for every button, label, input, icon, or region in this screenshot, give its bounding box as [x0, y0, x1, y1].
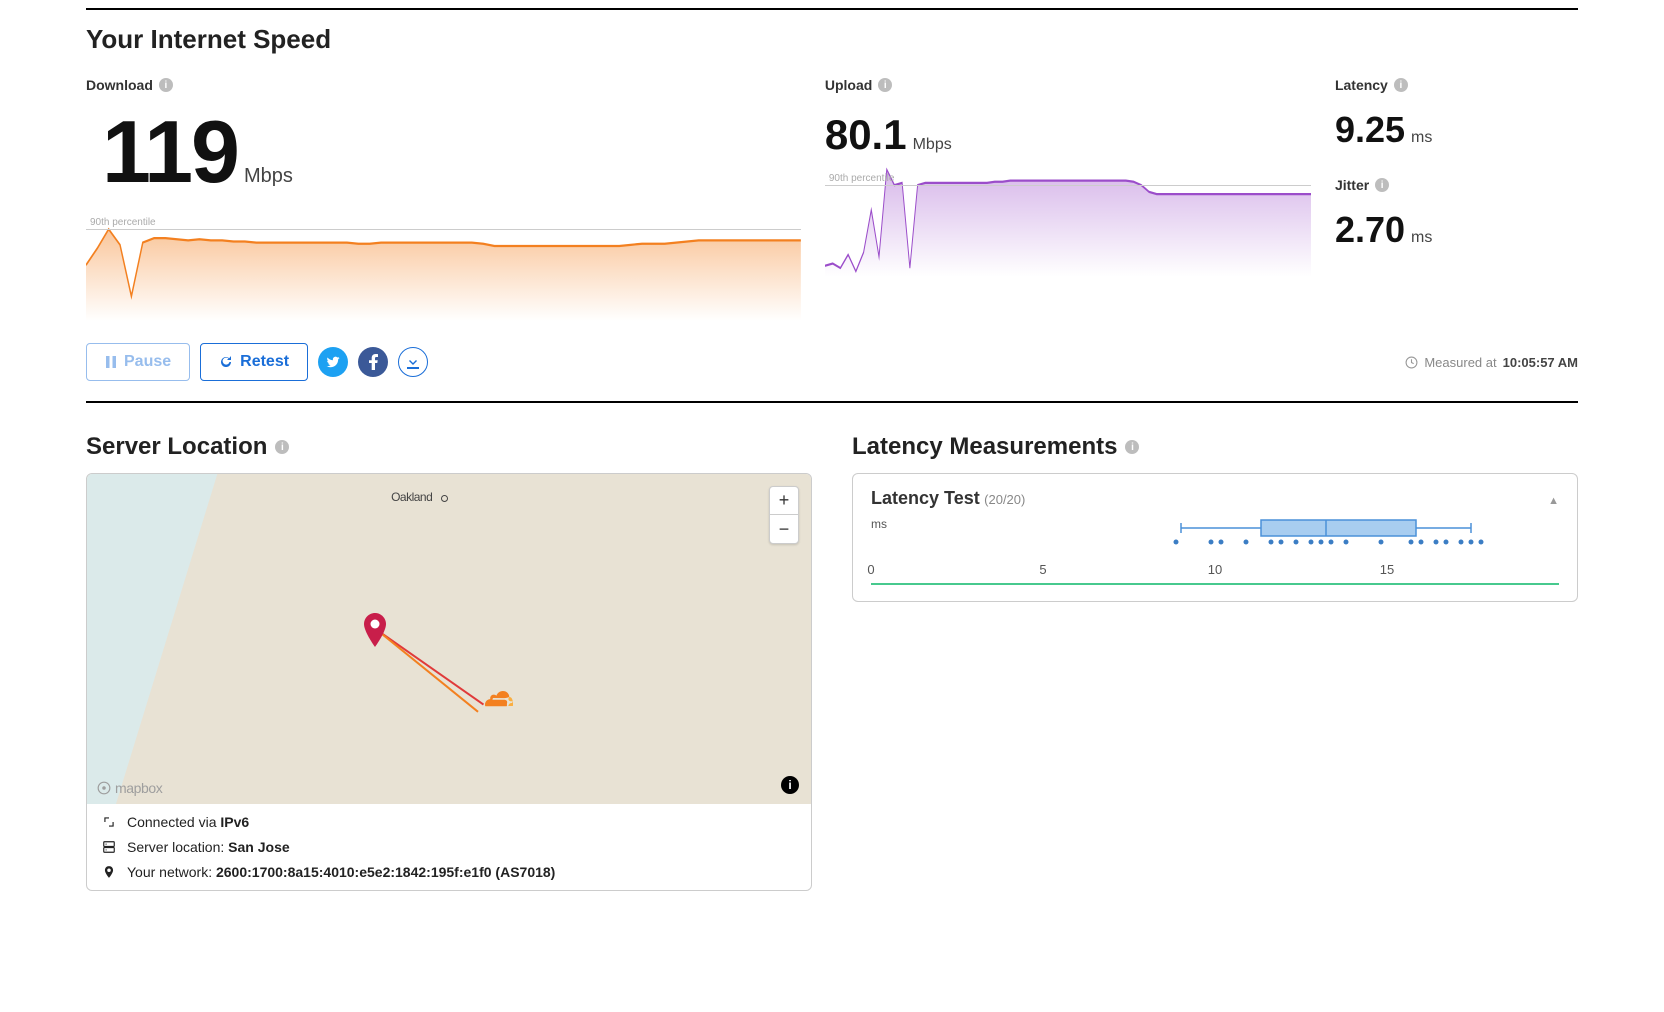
download-icon	[406, 355, 420, 369]
twitter-icon	[326, 355, 340, 369]
download-results-button[interactable]	[398, 347, 428, 377]
server-location-title: Server Location	[86, 433, 267, 461]
latency-unit: ms	[1411, 129, 1432, 147]
speed-section-title: Your Internet Speed	[86, 24, 1578, 55]
network-icon	[101, 865, 117, 879]
info-icon[interactable]: i	[1394, 78, 1408, 92]
clock-icon	[1405, 356, 1418, 369]
boxplot-tick: 5	[1039, 562, 1046, 577]
map-city-label: Oakland	[391, 490, 432, 504]
boxplot-tick: 15	[1380, 562, 1394, 577]
server-location-text: Server location: San Jose	[127, 839, 290, 855]
connection-icon	[101, 815, 117, 829]
boxplot-tick: 10	[1208, 562, 1222, 577]
jitter-label: Jitter	[1335, 177, 1369, 193]
map-pin-icon	[362, 613, 388, 652]
measured-at: Measured at 10:05:57 AM	[1405, 355, 1578, 370]
upload-percentile-label: 90th percentile	[829, 173, 895, 184]
latency-test-card: Latency Test (20/20) ▲ ms 051015	[852, 473, 1578, 602]
pause-label: Pause	[124, 353, 171, 371]
latency-jitter-panel: Latency i 9.25 ms Jitter i 2.70 ms	[1335, 77, 1578, 321]
mapbox-icon	[97, 781, 111, 795]
download-label: Download	[86, 77, 153, 93]
upload-panel: Upload i 80.1 Mbps 90th percentile	[825, 77, 1311, 321]
retest-icon	[219, 355, 233, 369]
share-twitter-button[interactable]	[318, 347, 348, 377]
download-chart: 90th percentile	[86, 209, 801, 321]
connected-via-text: Connected via IPv6	[127, 814, 249, 830]
map-attribution: mapbox	[97, 780, 162, 796]
server-icon	[101, 840, 117, 854]
latency-boxplot: ms 051015	[871, 515, 1559, 585]
pause-button[interactable]: Pause	[86, 343, 190, 381]
info-icon[interactable]: i	[878, 78, 892, 92]
latency-test-count: (20/20)	[984, 492, 1025, 507]
collapse-icon[interactable]: ▲	[1548, 495, 1559, 507]
latency-measurements-title: Latency Measurements	[852, 433, 1117, 461]
latency-label: Latency	[1335, 77, 1388, 93]
info-icon[interactable]: i	[159, 78, 173, 92]
jitter-value: 2.70	[1335, 209, 1405, 251]
upload-label: Upload	[825, 77, 872, 93]
map-info-button[interactable]: i	[781, 776, 799, 794]
info-icon[interactable]: i	[1375, 178, 1389, 192]
download-percentile-label: 90th percentile	[90, 217, 156, 228]
upload-chart: 90th percentile	[825, 165, 1311, 277]
download-value: 119	[86, 101, 238, 203]
network-text: Your network: 2600:1700:8a15:4010:e5e2:1…	[127, 864, 555, 880]
facebook-icon	[369, 354, 378, 370]
info-icon[interactable]: i	[1125, 440, 1139, 454]
latency-test-title: Latency Test	[871, 488, 980, 508]
map-zoom-out-button[interactable]: −	[770, 515, 798, 543]
map[interactable]: Oakland + − mapbox i	[87, 474, 811, 804]
info-icon[interactable]: i	[275, 440, 289, 454]
map-zoom-in-button[interactable]: +	[770, 487, 798, 515]
retest-button[interactable]: Retest	[200, 343, 308, 381]
map-city-dot	[441, 495, 448, 502]
map-card: Oakland + − mapbox i	[86, 473, 812, 891]
boxplot-tick: 0	[867, 562, 874, 577]
latency-value: 9.25	[1335, 109, 1405, 151]
map-meta: Connected via IPv6 Server location: San …	[87, 804, 811, 890]
pause-icon	[105, 356, 117, 368]
share-facebook-button[interactable]	[358, 347, 388, 377]
cloudflare-icon	[485, 689, 513, 715]
jitter-unit: ms	[1411, 229, 1432, 247]
upload-value: 80.1	[825, 111, 907, 159]
download-panel: Download i 119 Mbps 90th percentile	[86, 77, 801, 321]
retest-label: Retest	[240, 353, 289, 371]
measured-time: 10:05:57 AM	[1503, 355, 1578, 370]
download-unit: Mbps	[244, 165, 293, 188]
upload-unit: Mbps	[913, 136, 952, 154]
